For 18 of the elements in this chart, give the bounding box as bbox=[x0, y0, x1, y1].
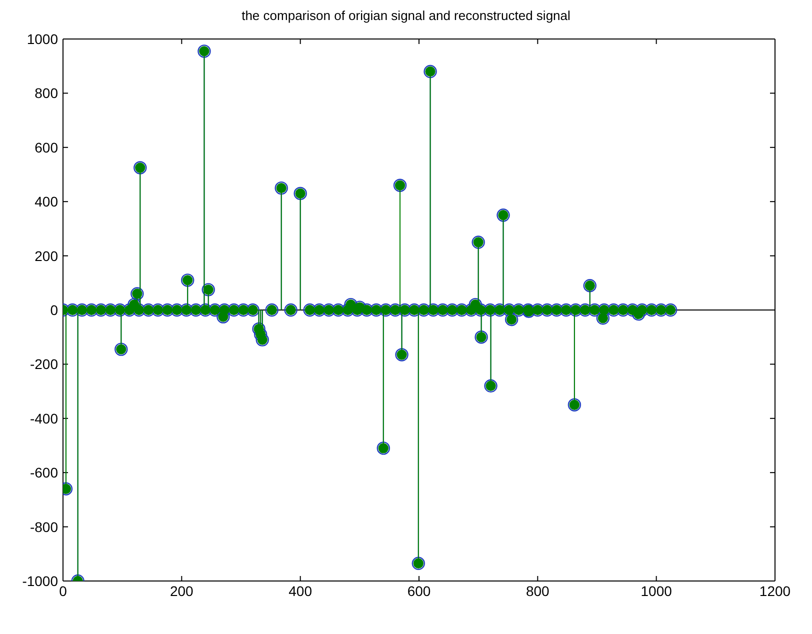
y-tick-label: -200 bbox=[30, 356, 58, 372]
x-tick-label: 200 bbox=[170, 582, 194, 599]
y-tick-label: 400 bbox=[34, 194, 58, 210]
x-tick-label: 1200 bbox=[759, 582, 791, 599]
y-tick-label: 1000 bbox=[26, 30, 58, 47]
x-tick-label: 1000 bbox=[640, 582, 672, 599]
x-tick-label: 800 bbox=[526, 582, 550, 599]
y-tick-label: -800 bbox=[30, 518, 58, 535]
y-tick-label: 200 bbox=[34, 248, 58, 264]
x-tick-label: 400 bbox=[288, 582, 312, 599]
y-tick-label: -400 bbox=[30, 410, 58, 426]
y-tick-label: 600 bbox=[34, 139, 58, 156]
chart-title: the comparison of origian signal and reconstructed signal bbox=[240, 8, 572, 25]
y-tick-label: 800 bbox=[34, 85, 58, 102]
x-tick-label: 600 bbox=[407, 582, 431, 599]
y-tick-label: -600 bbox=[30, 464, 58, 481]
y-tick-label: -1000 bbox=[22, 572, 58, 589]
y-tick-label: 0 bbox=[50, 302, 58, 318]
